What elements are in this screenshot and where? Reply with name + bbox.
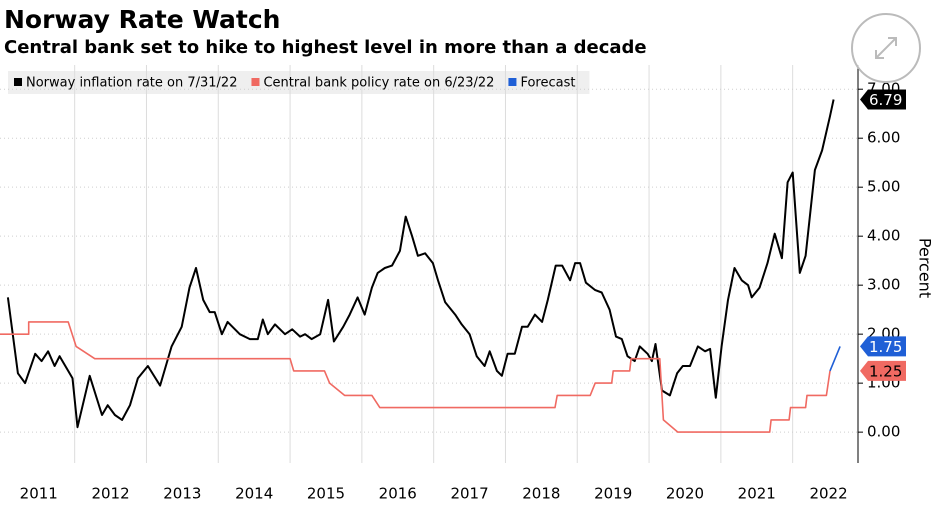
x-tick-label: 2018: [522, 485, 560, 503]
legend-swatch: [14, 78, 22, 86]
x-tick-label: 2017: [450, 485, 488, 503]
x-tick-label: 2022: [809, 485, 847, 503]
legend-label: Norway inflation rate on 7/31/22: [26, 76, 237, 91]
end-label: 6.79: [869, 91, 902, 109]
series-line: [6, 99, 835, 429]
legend-background: [8, 71, 590, 94]
x-tick-label: 2019: [594, 485, 632, 503]
y-tick-label: 4.00: [867, 227, 900, 245]
end-label: 1.25: [869, 362, 902, 380]
end-label-box: [860, 89, 906, 110]
expand-icon[interactable]: [851, 13, 921, 83]
y-axis-label: Percent: [916, 238, 935, 298]
x-tick-label: 2011: [20, 485, 58, 503]
chart-title: Norway Rate Watch: [4, 5, 280, 34]
x-tick-label: 2014: [235, 485, 273, 503]
series-line: [0, 321, 831, 433]
legend-label: Forecast: [520, 76, 575, 91]
x-tick-label: 2015: [307, 485, 345, 503]
x-tick-label: 2013: [163, 485, 201, 503]
chart-subtitle: Central bank set to hike to highest leve…: [4, 37, 647, 58]
x-tick-label: 2021: [738, 485, 776, 503]
y-tick-label: 6.00: [867, 129, 900, 147]
end-label: 1.75: [869, 338, 902, 356]
legend-label: Central bank policy rate on 6/23/22: [263, 76, 494, 91]
y-tick-label: 5.00: [867, 178, 900, 196]
legend-swatch: [251, 78, 260, 86]
end-label-box: [860, 336, 906, 357]
x-tick-label: 2020: [666, 485, 704, 503]
x-tick-label: 2012: [91, 485, 129, 503]
x-tick-label: 2016: [379, 485, 417, 503]
y-tick-label: 3.00: [867, 276, 900, 294]
series-line: [829, 346, 841, 372]
y-tick-label: 0.00: [867, 423, 900, 441]
end-label-box: [860, 360, 906, 381]
legend-swatch: [508, 78, 517, 86]
